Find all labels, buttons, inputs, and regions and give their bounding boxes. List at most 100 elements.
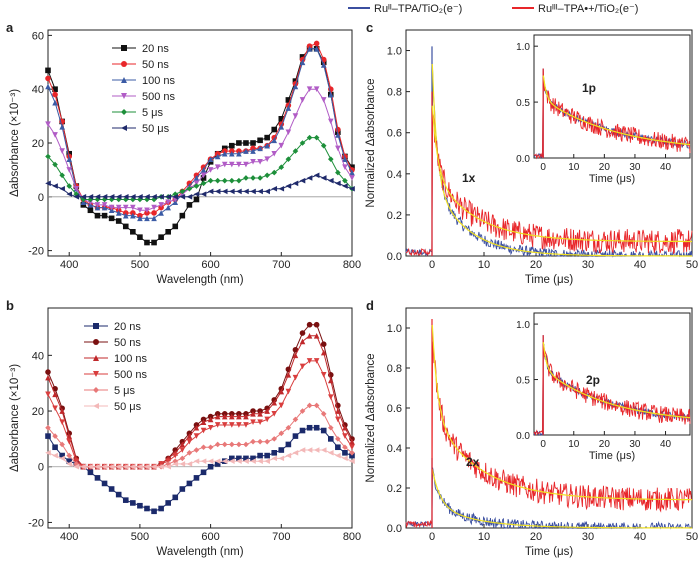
- panel-a-point-4-3: [66, 183, 73, 189]
- panel-a-point-4-20: [186, 185, 193, 192]
- panel-b-xtick-label-1: 500: [131, 531, 149, 543]
- panel-d-inset-ytick-label-1: 0.5: [516, 376, 530, 387]
- panel-b-point-5-24: [214, 458, 221, 464]
- panel-a-point-3-25: [221, 161, 228, 168]
- panel-b-point-3-20: [186, 438, 193, 445]
- panel-a-point-0-0: [45, 67, 51, 74]
- panel-d-xtick-label-1: 10: [478, 531, 490, 543]
- panel-b-legend-label-5: 50 μs: [114, 401, 142, 413]
- panel-c-ytick-label-1: 0.2: [387, 210, 402, 222]
- panel-a-point-2-0: [45, 83, 51, 90]
- panel-a-point-0-26: [229, 142, 235, 149]
- panel-a-point-0-31: [264, 134, 270, 141]
- panel-d-inset-xtick-label-3: 30: [629, 439, 641, 450]
- panel-a-point-0-17: [165, 228, 171, 235]
- panel-d-inset-xtick-label-2: 20: [599, 439, 611, 450]
- panel-a-point-4-42: [342, 177, 348, 184]
- panel-a-point-2-26: [229, 150, 235, 157]
- panel-a-point-2-37: [306, 46, 313, 52]
- panel-a-point-2-13: [137, 215, 143, 222]
- panel-b-point-2-23: [207, 416, 214, 423]
- panel-b-point-2-37: [306, 333, 313, 339]
- panel-a-ytick-label-3: 40: [32, 84, 44, 96]
- panel-d-xtick-label-2: 20: [530, 531, 542, 543]
- panel-a-point-0-15: [151, 239, 157, 246]
- panel-d-inset-xtick-label-0: 0: [540, 439, 546, 450]
- panel-a-point-3-32: [271, 150, 278, 157]
- panel-c-ylabel: Normalized Δabsorbance: [365, 78, 377, 207]
- panel-b-point-4-24: [214, 441, 221, 448]
- panel-b-point-4-22: [200, 444, 207, 451]
- panel-a-point-5-3: [66, 191, 73, 197]
- panel-a-point-3-16: [158, 202, 164, 208]
- panel-b-point-5-40: [327, 450, 334, 456]
- panel-c-xtick-label-4: 40: [634, 259, 646, 271]
- panel-b-point-0-10: [115, 491, 122, 498]
- panel-b-point-3-36: [299, 363, 306, 370]
- panel-a-point-3-42: [342, 164, 348, 171]
- panel-a-point-5-18: [172, 194, 179, 200]
- panel-b-point-3-43: [349, 444, 355, 451]
- panel-b-legend-label-2: 100 ns: [114, 353, 148, 365]
- panel-a-point-3-22: [200, 172, 207, 179]
- panel-a-point-2-28: [243, 148, 249, 154]
- panel-b-point-2-25: [221, 413, 228, 420]
- panel-a-point-3-17: [165, 199, 171, 205]
- panel-b-point-2-39: [320, 349, 327, 356]
- panel-b-point-0-31: [264, 452, 270, 459]
- panel-b-point-5-31: [264, 458, 270, 464]
- panel-b-point-5-0: [45, 450, 51, 456]
- panel-b-legend-marker-1: [93, 339, 99, 345]
- panel-b-point-0-20: [186, 480, 193, 487]
- panel-b-point-2-24: [214, 413, 221, 420]
- panel-b-point-5-1: [52, 452, 58, 459]
- panel-a-point-4-19: [179, 188, 186, 195]
- panel-b-point-0-16: [158, 505, 164, 512]
- panel-b-point-4-41: [335, 436, 341, 442]
- panel-d-xtick-label-4: 40: [634, 531, 646, 543]
- panel-a-point-5-14: [144, 194, 150, 200]
- panel-a-point-4-0: [45, 153, 51, 160]
- panel-a-point-5-38: [313, 172, 320, 179]
- panel-a-point-4-31: [264, 172, 270, 179]
- panel-b-point-3-27: [236, 422, 242, 428]
- panel-b-point-2-40: [327, 377, 334, 384]
- panel-b-point-1-37: [306, 321, 313, 328]
- panel-a-point-3-41: [335, 145, 341, 152]
- panel-b-point-2-28: [243, 413, 249, 420]
- panel-a-point-5-9: [108, 194, 115, 200]
- panel-d-inset: 0 10 20 30 40 0.0 0.5 1.0 Time (μs) 2p: [516, 312, 691, 462]
- panel-a-point-3-39: [320, 97, 327, 103]
- panel-b-point-0-35: [292, 433, 299, 439]
- panel-b-point-5-8: [101, 463, 108, 470]
- panel-a-point-5-43: [349, 185, 355, 192]
- panel-b-point-3-32: [271, 411, 278, 417]
- panel-a-point-5-4: [73, 194, 80, 200]
- panel-a-point-2-40: [327, 91, 334, 98]
- panel-c-xtick-label-0: 0: [429, 259, 435, 271]
- panel-a-point-2-21: [193, 175, 200, 181]
- panel-b-point-4-18: [172, 458, 179, 464]
- panel-a-point-5-1: [52, 183, 58, 189]
- panel-b-point-0-0: [45, 433, 51, 439]
- panel-a-point-4-30: [257, 175, 263, 181]
- panel-b-legend-marker-5: [93, 403, 99, 409]
- panel-c-fit-blue: [431, 63, 692, 257]
- panel-b-point-5-21: [193, 458, 200, 464]
- panel-letter-b: b: [6, 298, 14, 313]
- panel-a-point-0-21: [193, 196, 200, 203]
- panel-b-ytick-label-3: 40: [32, 350, 44, 362]
- panel-a-point-3-38: [313, 86, 320, 92]
- panel-b-point-5-15: [151, 463, 157, 470]
- panel-b-point-4-32: [271, 436, 278, 442]
- panel-a-legend-marker-0: [121, 45, 127, 51]
- panel-c-fit-red: [431, 105, 692, 243]
- panel-a-point-5-22: [200, 191, 207, 197]
- panel-b-point-3-40: [327, 394, 334, 400]
- panel-b-point-0-9: [108, 486, 115, 492]
- panel-b-xtick-label-2: 600: [201, 531, 219, 543]
- panel-b-legend-label-0: 20 ns: [114, 321, 141, 333]
- panel-b-point-2-29: [250, 411, 256, 417]
- panel-a-xtick-label-4: 800: [343, 259, 361, 271]
- panel-a-point-2-22: [200, 167, 207, 173]
